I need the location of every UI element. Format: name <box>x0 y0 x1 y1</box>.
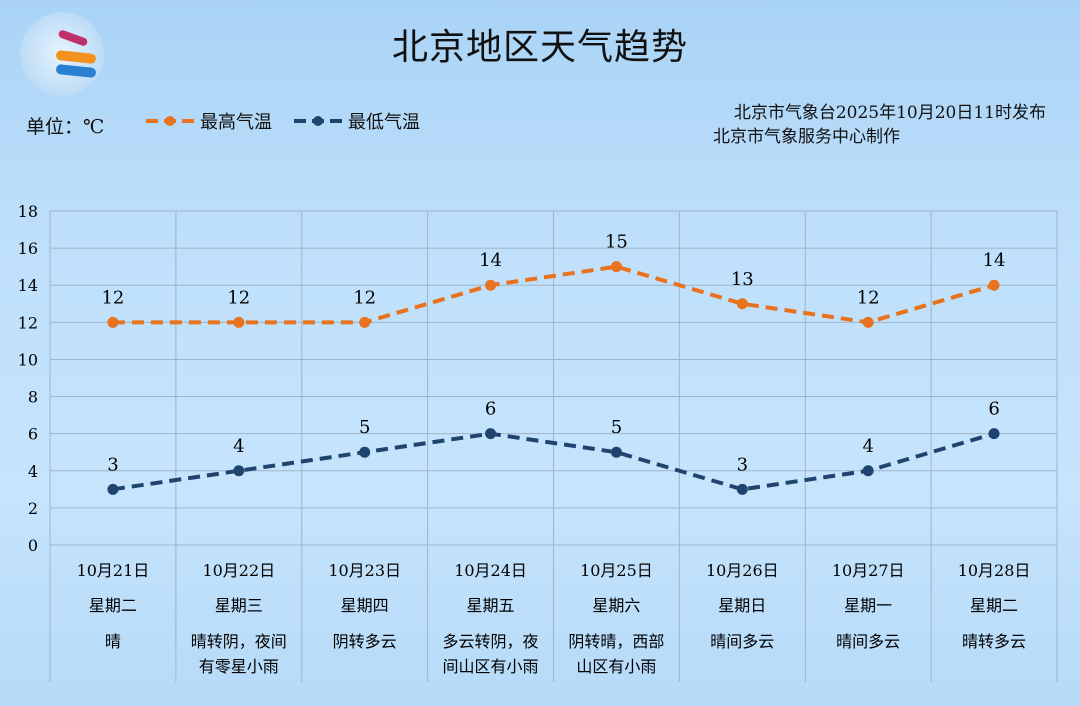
data-label: 6 <box>485 399 496 420</box>
weather-label: 多云转阴，夜 <box>443 632 539 651</box>
weekday-label: 星期四 <box>341 596 389 615</box>
y-tick-label: 2 <box>28 499 38 518</box>
data-point <box>107 483 119 495</box>
data-point <box>988 279 1000 291</box>
data-label: 12 <box>101 287 124 308</box>
data-label: 3 <box>737 454 748 475</box>
weekday-label: 星期一 <box>844 596 892 615</box>
data-point <box>862 465 874 477</box>
data-label: 6 <box>988 399 999 420</box>
weather-label: 山区有小雨 <box>576 657 656 676</box>
weather-label: 晴间多云 <box>710 632 774 651</box>
data-label: 12 <box>857 287 880 308</box>
weather-label: 晴转阴，夜间 <box>191 632 287 651</box>
data-point <box>359 316 371 328</box>
page-title: 北京地区天气趋势 <box>391 27 688 68</box>
y-tick-label: 16 <box>18 239 38 258</box>
unit-label: 单位：℃ <box>26 116 105 138</box>
y-tick-label: 6 <box>28 425 38 444</box>
y-tick-label: 8 <box>28 388 38 407</box>
weather-label: 晴 <box>105 632 121 651</box>
weather-label: 晴转多云 <box>962 632 1026 651</box>
date-label: 10月21日 <box>77 561 150 580</box>
weather-label: 晴间多云 <box>836 632 900 651</box>
data-label: 4 <box>862 436 873 457</box>
legend-high-label: 最高气温 <box>200 112 272 133</box>
publisher-line-1: 北京市气象台2025年10月20日11时发布 <box>733 103 1046 123</box>
series-line-high <box>112 264 995 325</box>
legend-low-label: 最低气温 <box>348 112 420 133</box>
date-label: 10月27日 <box>832 561 905 580</box>
weekday-label: 星期六 <box>592 596 640 615</box>
weather-label: 阴转多云 <box>333 632 397 651</box>
data-point <box>485 428 497 440</box>
meteorological-service-logo <box>20 12 104 96</box>
weekday-label: 星期五 <box>467 596 515 615</box>
date-label: 10月25日 <box>580 561 653 580</box>
weather-label: 有零星小雨 <box>199 657 279 676</box>
weather-label: 阴转晴，西部 <box>568 632 664 651</box>
data-label: 4 <box>233 436 244 457</box>
data-point <box>233 465 245 477</box>
data-label: 14 <box>983 250 1006 271</box>
y-tick-label: 0 <box>28 536 38 555</box>
data-point <box>610 261 622 273</box>
data-label: 12 <box>353 287 376 308</box>
data-point <box>736 483 748 495</box>
weekday-label: 星期二 <box>89 596 137 615</box>
weekday-label: 星期日 <box>718 596 766 615</box>
y-tick-label: 12 <box>18 313 38 332</box>
data-point <box>736 298 748 310</box>
legend-low-marker <box>294 116 342 126</box>
legend-high-marker <box>146 116 194 126</box>
data-label: 5 <box>611 417 622 438</box>
date-label: 10月28日 <box>958 561 1031 580</box>
y-tick-label: 14 <box>18 276 38 295</box>
weather-label: 间山区有小雨 <box>443 657 539 676</box>
date-label: 10月23日 <box>328 561 401 580</box>
date-label: 10月24日 <box>454 561 527 580</box>
date-label: 10月22日 <box>202 561 275 580</box>
data-label: 14 <box>479 250 502 271</box>
data-label: 13 <box>731 269 754 290</box>
y-tick-label: 10 <box>18 350 38 369</box>
data-point <box>862 316 874 328</box>
publisher-line-2: 北京市气象服务中心制作 <box>713 127 900 147</box>
data-label: 12 <box>227 287 250 308</box>
data-point <box>485 279 497 291</box>
data-label: 5 <box>359 417 370 438</box>
data-point <box>233 316 245 328</box>
date-label: 10月26日 <box>706 561 779 580</box>
data-point <box>107 316 119 328</box>
weekday-label: 星期二 <box>970 596 1018 615</box>
data-point <box>988 428 1000 440</box>
legend-high: 最高气温 <box>146 108 272 134</box>
legend-low: 最低气温 <box>294 108 420 134</box>
series-line-low <box>112 431 995 492</box>
data-label: 3 <box>107 454 118 475</box>
data-label: 15 <box>605 232 628 253</box>
data-point <box>359 446 371 458</box>
data-point <box>610 446 622 458</box>
weekday-label: 星期三 <box>215 596 263 615</box>
y-tick-label: 18 <box>18 202 38 221</box>
y-tick-label: 4 <box>28 462 38 481</box>
